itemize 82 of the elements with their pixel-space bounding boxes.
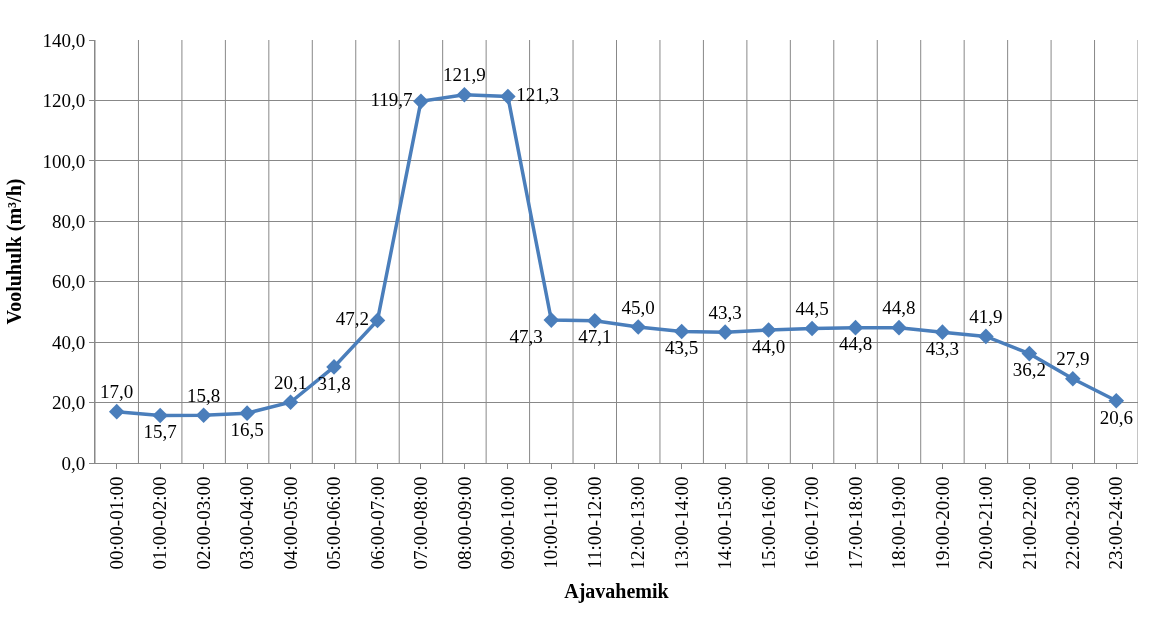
point bbox=[586, 312, 603, 329]
data-label: 47,1 bbox=[578, 326, 612, 348]
data-label: 36,2 bbox=[1012, 359, 1046, 381]
point bbox=[195, 407, 212, 424]
point bbox=[673, 323, 690, 340]
x-tick-label: 22:00-23:00 bbox=[1061, 476, 1083, 570]
point bbox=[760, 322, 777, 338]
y-tick-label: 140,0 bbox=[42, 29, 86, 51]
x-tick-label: 01:00-02:00 bbox=[149, 476, 171, 570]
y-tick-label: 100,0 bbox=[42, 150, 86, 172]
data-label: 43,5 bbox=[665, 337, 699, 359]
x-tick-label: 04:00-05:00 bbox=[279, 476, 301, 570]
point bbox=[891, 319, 907, 336]
y-axis-title: Vooluhulk (m³/h) bbox=[2, 178, 26, 325]
data-label: 47,3 bbox=[509, 325, 543, 347]
y-tick-label: 40,0 bbox=[51, 331, 86, 353]
point bbox=[108, 403, 125, 420]
point bbox=[543, 312, 560, 328]
point bbox=[847, 319, 864, 336]
data-label: 44,8 bbox=[882, 297, 916, 319]
point bbox=[152, 407, 168, 424]
point bbox=[413, 93, 429, 110]
y-tick-label: 80,0 bbox=[51, 210, 86, 232]
data-label: 15,7 bbox=[143, 421, 177, 443]
point bbox=[630, 319, 647, 335]
x-tick-label: 12:00-13:00 bbox=[627, 476, 649, 570]
x-tick-label: 03:00-04:00 bbox=[236, 476, 258, 570]
point bbox=[978, 328, 994, 345]
data-label: 27,9 bbox=[1056, 348, 1090, 370]
data-label: 45,0 bbox=[621, 296, 655, 318]
point bbox=[934, 324, 951, 340]
x-tick-label: 08:00-09:00 bbox=[453, 476, 475, 570]
y-tick-label: 120,0 bbox=[42, 90, 86, 112]
data-label: 44,8 bbox=[838, 333, 873, 355]
data-label: 44,0 bbox=[751, 335, 786, 357]
x-tick-label: 23:00-24:00 bbox=[1105, 476, 1127, 570]
x-tick-label: 18:00-19:00 bbox=[888, 476, 910, 570]
point bbox=[1108, 392, 1125, 409]
x-tick-label: 15:00-16:00 bbox=[757, 476, 779, 570]
data-label: 43,3 bbox=[708, 301, 742, 323]
data-label: 20,1 bbox=[273, 372, 308, 394]
x-tick-label: 02:00-03:00 bbox=[192, 476, 214, 570]
x-tick-label: 21:00-22:00 bbox=[1018, 476, 1040, 570]
data-label: 31,8 bbox=[317, 372, 351, 394]
x-tick-label: 06:00-07:00 bbox=[366, 476, 388, 570]
x-tick-label: 00:00-01:00 bbox=[105, 476, 127, 570]
y-tick-label: 20,0 bbox=[51, 392, 86, 414]
data-label: 20,6 bbox=[1099, 406, 1133, 428]
data-label: 44,5 bbox=[795, 298, 829, 320]
point bbox=[1065, 370, 1081, 387]
point bbox=[282, 394, 299, 411]
point bbox=[326, 359, 342, 375]
data-label: 47,2 bbox=[335, 308, 369, 330]
x-tick-label: 16:00-17:00 bbox=[801, 476, 823, 570]
x-tick-label: 17:00-18:00 bbox=[844, 476, 866, 570]
data-label: 15,8 bbox=[187, 385, 221, 407]
x-tick-label: 19:00-20:00 bbox=[931, 476, 953, 570]
point bbox=[456, 86, 473, 103]
data-label: 16,5 bbox=[230, 418, 264, 440]
point bbox=[804, 320, 820, 337]
point bbox=[239, 405, 255, 421]
x-tick-label: 20:00-21:00 bbox=[975, 476, 997, 570]
data-label: 43,3 bbox=[925, 337, 960, 359]
point bbox=[500, 88, 516, 105]
x-tick-label: 14:00-15:00 bbox=[714, 476, 736, 570]
data-label: 121,9 bbox=[443, 64, 486, 86]
y-tick-label: 0,0 bbox=[61, 452, 86, 474]
point bbox=[369, 312, 386, 329]
data-label: 121,3 bbox=[516, 84, 560, 106]
x-tick-label: 10:00-11:00 bbox=[540, 476, 562, 569]
data-label: 17,0 bbox=[100, 381, 134, 403]
data-label: 119,7 bbox=[370, 89, 413, 111]
x-tick-label: 13:00-14:00 bbox=[670, 476, 692, 570]
data-label: 41,9 bbox=[969, 306, 1003, 328]
x-tick-label: 09:00-10:00 bbox=[497, 476, 519, 570]
x-axis-title: Ajavahemik bbox=[564, 579, 670, 603]
y-tick-label: 60,0 bbox=[51, 271, 86, 293]
point bbox=[1021, 345, 1038, 362]
x-tick-label: 05:00-06:00 bbox=[323, 476, 345, 570]
x-tick-label: 11:00-12:00 bbox=[583, 476, 605, 569]
point bbox=[717, 324, 733, 340]
x-tick-label: 07:00-08:00 bbox=[410, 476, 432, 570]
